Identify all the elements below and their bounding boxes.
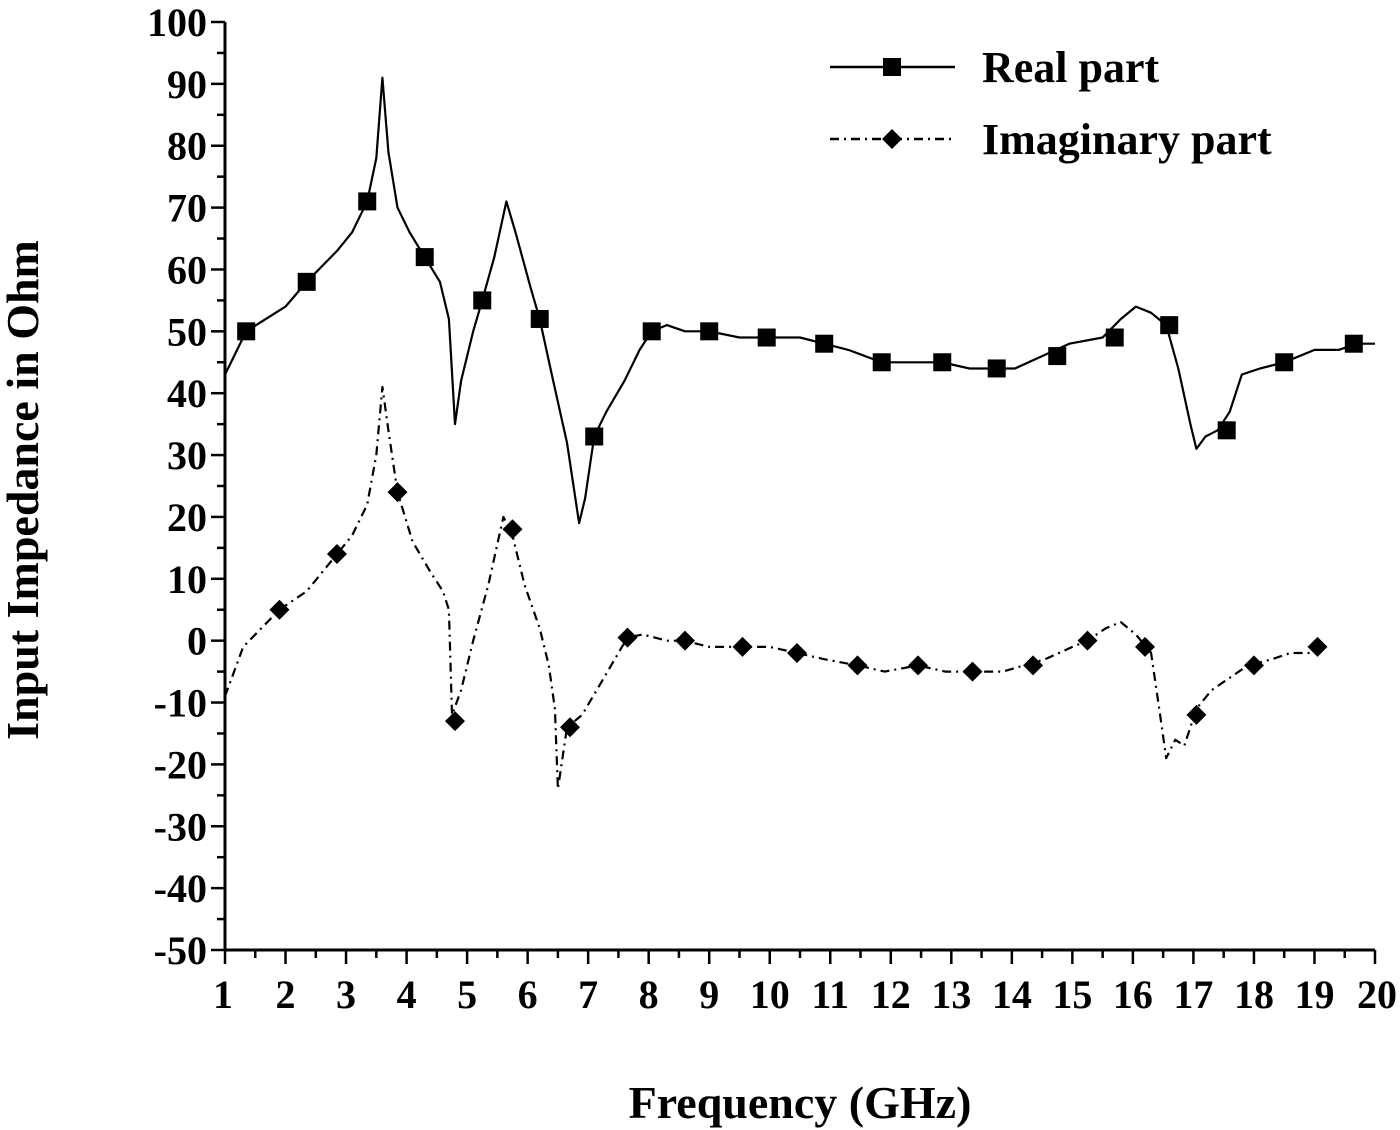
data-point-marker: [1160, 316, 1179, 335]
data-point-marker: [786, 643, 807, 664]
data-point-marker: [1307, 636, 1328, 657]
x-tick-label: 3: [336, 972, 356, 1017]
legend-marker: [883, 58, 901, 76]
y-tick-label: -50: [154, 928, 207, 973]
y-tick-label: 0: [187, 619, 207, 664]
x-tick-label: 11: [811, 972, 849, 1017]
series-line: [223, 385, 1318, 791]
y-tick-label: -20: [154, 742, 207, 787]
data-point-marker: [617, 627, 638, 648]
x-tick-label: 14: [992, 972, 1032, 1017]
x-tick-label: 1: [213, 972, 233, 1017]
legend-label: Imaginary part: [982, 115, 1272, 164]
data-point-marker: [502, 519, 523, 540]
y-tick-label: 90: [167, 62, 207, 107]
data-point-marker: [757, 328, 776, 347]
x-tick-label: 10: [750, 972, 790, 1017]
series-real: [224, 76, 1375, 525]
data-point-marker: [269, 599, 290, 620]
data-point-marker: [1217, 421, 1236, 440]
data-point-marker: [1048, 347, 1067, 366]
data-point-marker: [326, 544, 347, 565]
x-tick-label: 12: [871, 972, 911, 1017]
y-tick-label: 100: [147, 0, 207, 45]
data-point-marker: [1023, 655, 1044, 676]
x-tick-label: 13: [931, 972, 971, 1017]
x-tick-label: 16: [1113, 972, 1153, 1017]
data-point-marker: [1344, 334, 1363, 353]
data-point-marker: [445, 711, 465, 732]
legend: Real part Imaginary part: [830, 43, 1272, 164]
data-point-marker: [585, 427, 604, 446]
data-point-marker: [732, 636, 753, 657]
data-point-marker: [1135, 636, 1155, 657]
data-point-marker: [1275, 353, 1294, 372]
data-point-marker: [297, 272, 316, 291]
series-layer: [223, 76, 1375, 791]
data-point-marker: [815, 334, 834, 353]
series-line: [224, 76, 1375, 525]
legend-label: Real part: [982, 43, 1160, 92]
data-point-marker: [908, 655, 929, 676]
x-tick-label: 19: [1294, 972, 1334, 1017]
data-point-marker: [1105, 328, 1124, 347]
data-point-marker: [1077, 630, 1098, 651]
x-tick-label: 9: [699, 972, 719, 1017]
x-tick-label: 7: [578, 972, 598, 1017]
x-tick-label: 18: [1234, 972, 1274, 1017]
data-point-marker: [847, 655, 868, 676]
y-tick-label: -10: [154, 681, 207, 726]
data-point-marker: [872, 353, 891, 372]
data-point-marker: [560, 717, 580, 738]
y-tick-label: 70: [167, 186, 207, 231]
y-tick-label: 20: [167, 495, 207, 540]
x-tick-label: 4: [397, 972, 417, 1017]
y-axis-title: Input Impedance in Ohm: [0, 240, 48, 740]
data-point-marker: [387, 482, 408, 503]
data-point-marker: [415, 248, 434, 267]
x-tick-label: 15: [1052, 972, 1092, 1017]
y-tick-label: 30: [167, 433, 207, 478]
data-point-marker: [675, 630, 695, 651]
data-point-marker: [642, 322, 661, 341]
y-tick-label: 50: [167, 309, 207, 354]
series-imaginary: [223, 385, 1328, 791]
data-point-marker: [530, 309, 549, 328]
y-tick-label: -30: [154, 804, 207, 849]
data-point-marker: [237, 322, 256, 341]
data-point-marker: [1243, 655, 1264, 676]
x-axis-title: Frequency (GHz): [629, 1077, 972, 1128]
data-point-marker: [473, 291, 492, 310]
data-point-marker: [933, 353, 952, 372]
y-tick-label: 80: [167, 124, 207, 169]
data-point-marker: [700, 322, 719, 341]
data-point-marker: [1186, 704, 1207, 725]
x-tick-label: 8: [639, 972, 659, 1017]
data-point-marker: [962, 661, 983, 682]
x-tick-label: 20: [1357, 972, 1397, 1017]
y-tick-label: -40: [154, 866, 207, 911]
legend-marker: [882, 129, 902, 149]
y-tick-label: 60: [167, 247, 207, 292]
data-point-marker: [358, 192, 377, 211]
x-tick-label: 6: [518, 972, 538, 1017]
y-tick-label: 10: [167, 557, 207, 602]
data-point-marker: [987, 359, 1006, 378]
y-tick-label: 40: [167, 371, 207, 416]
x-tick-label: 5: [457, 972, 477, 1017]
x-tick-label: 2: [276, 972, 296, 1017]
x-tick-label: 17: [1173, 972, 1213, 1017]
